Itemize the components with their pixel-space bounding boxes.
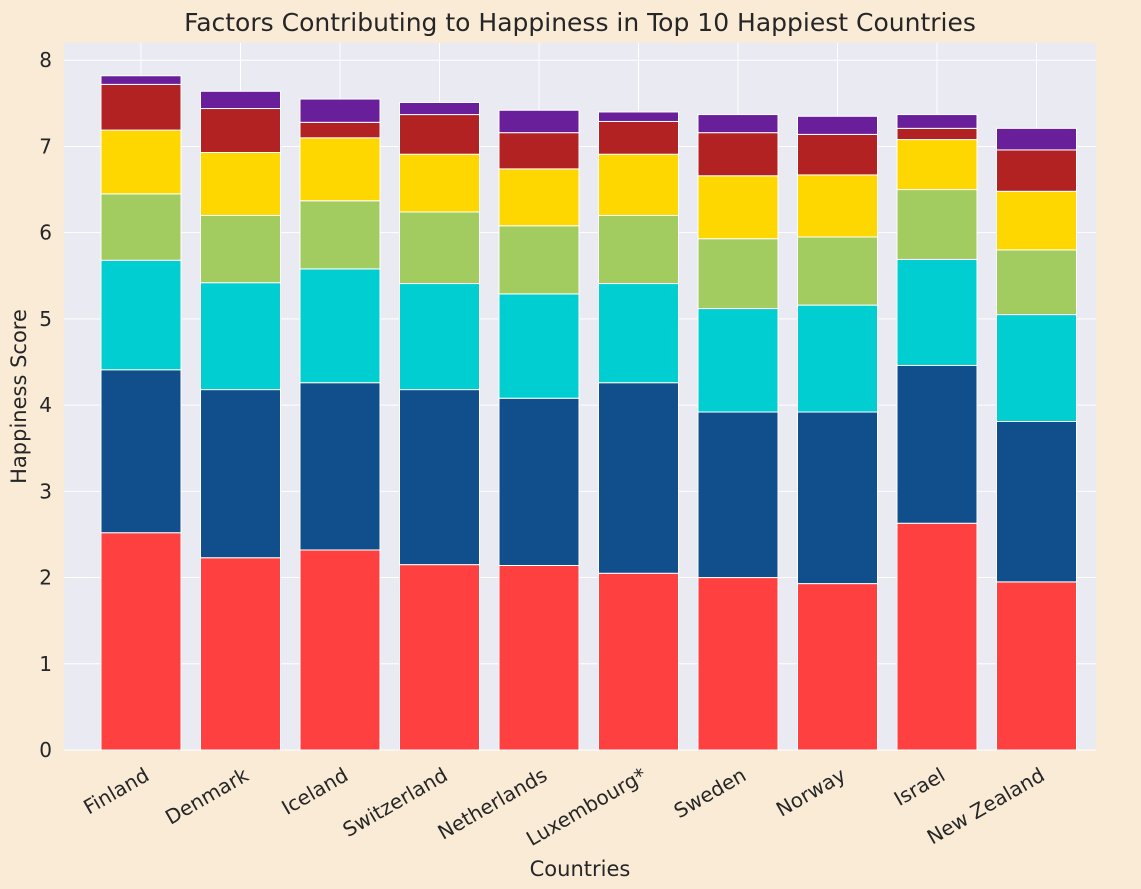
bar-segment [996, 249, 1077, 316]
y-tick-label: 0 [39, 738, 52, 762]
x-tick-label: Denmark [161, 763, 253, 830]
bar-segment [598, 572, 679, 751]
x-tick-labels: Finland Denmark IcelandSwitzerlandNetherla… [79, 763, 1048, 851]
bar-segment [697, 175, 779, 240]
x-tick-label: Finland [79, 763, 153, 820]
bar-segment [399, 283, 480, 391]
bar-segment [598, 153, 679, 216]
x-tick-label: Sweden [670, 763, 750, 823]
bar-segment [399, 389, 480, 566]
bar-segment [697, 411, 779, 579]
x-tick-label: Norway [772, 763, 850, 822]
bar-segment [299, 200, 381, 270]
bar-segment [100, 129, 182, 195]
bar-segment [996, 127, 1077, 151]
bar-segment [100, 532, 182, 751]
bar-segment [299, 137, 381, 202]
bar-segment [996, 421, 1077, 583]
y-tick-label: 3 [39, 479, 52, 503]
bar-segment [498, 132, 580, 170]
bar-segment [697, 308, 779, 413]
bar-segment [299, 382, 381, 551]
bar-segment [299, 121, 381, 139]
bar-segment [996, 581, 1077, 751]
bar-segment [797, 236, 878, 306]
bar-segment [896, 364, 978, 524]
bar-segment [100, 75, 182, 85]
y-tick-label: 2 [39, 566, 52, 590]
bar-segment [200, 557, 281, 751]
y-tick-labels: 0 1 2 3 4 5 6 7 8 [39, 48, 52, 762]
bar-segment [797, 115, 878, 135]
bar-segment [797, 174, 878, 238]
bar-segment [598, 111, 679, 122]
chart-title: Factors Contributing to Happiness in Top… [184, 8, 976, 37]
bar-segment [797, 133, 878, 176]
x-tick-label: Iceland [277, 763, 352, 820]
bar-segment [299, 268, 381, 384]
bar-segment [299, 549, 381, 751]
bar-segment [896, 139, 978, 191]
bar-segment [200, 389, 281, 559]
bar-segment [498, 168, 580, 227]
bar-segment [896, 189, 978, 260]
bar-segment [498, 225, 580, 295]
bar-segment [200, 214, 281, 284]
bar-segment [896, 114, 978, 129]
bar-segment [896, 522, 978, 751]
bar-segment [598, 120, 679, 155]
x-axis-label: Countries [530, 857, 631, 881]
bar-segment [996, 314, 1077, 423]
y-tick-label: 7 [39, 134, 52, 158]
y-tick-label: 1 [39, 652, 52, 676]
bar-segment [996, 149, 1077, 192]
y-tick-label: 8 [39, 48, 52, 72]
bar-segment [797, 304, 878, 413]
bar-segment [100, 259, 182, 371]
bar-segment [598, 214, 679, 285]
y-tick-label: 6 [39, 221, 52, 245]
bar-segment [896, 258, 978, 366]
bar-segment [498, 397, 580, 566]
bar-segment [200, 90, 281, 110]
bar-segment [399, 564, 480, 751]
bar-segment [498, 564, 580, 751]
bar-segment [896, 127, 978, 141]
y-axis-label: Happiness Score [7, 309, 31, 484]
bar-segment [399, 153, 480, 213]
bar-segment [697, 238, 779, 310]
bar-segment [498, 109, 580, 134]
bar-segment [797, 411, 878, 585]
bar-segment [399, 101, 480, 116]
bar-segment [200, 282, 281, 391]
x-tick-label: Switzerland [339, 763, 452, 842]
bar-segment [399, 211, 480, 285]
bar-segment [697, 132, 779, 177]
bar-segment [399, 114, 480, 155]
bar-segment [996, 190, 1077, 251]
bar-segment [100, 83, 182, 131]
bar-segment [100, 369, 182, 534]
bar-segment [797, 583, 878, 751]
bars [100, 75, 1077, 751]
bar-segment [697, 577, 779, 751]
y-tick-label: 4 [39, 393, 52, 417]
y-tick-label: 5 [39, 307, 52, 331]
bar-segment [697, 114, 779, 134]
bar-segment [498, 293, 580, 399]
bar-segment [200, 108, 281, 153]
bar-segment [200, 151, 281, 216]
bar-segment [598, 382, 679, 574]
bar-segment [100, 193, 182, 261]
bar-segment [299, 98, 381, 123]
x-tick-label: Israel [890, 763, 949, 811]
bar-segment [598, 283, 679, 384]
